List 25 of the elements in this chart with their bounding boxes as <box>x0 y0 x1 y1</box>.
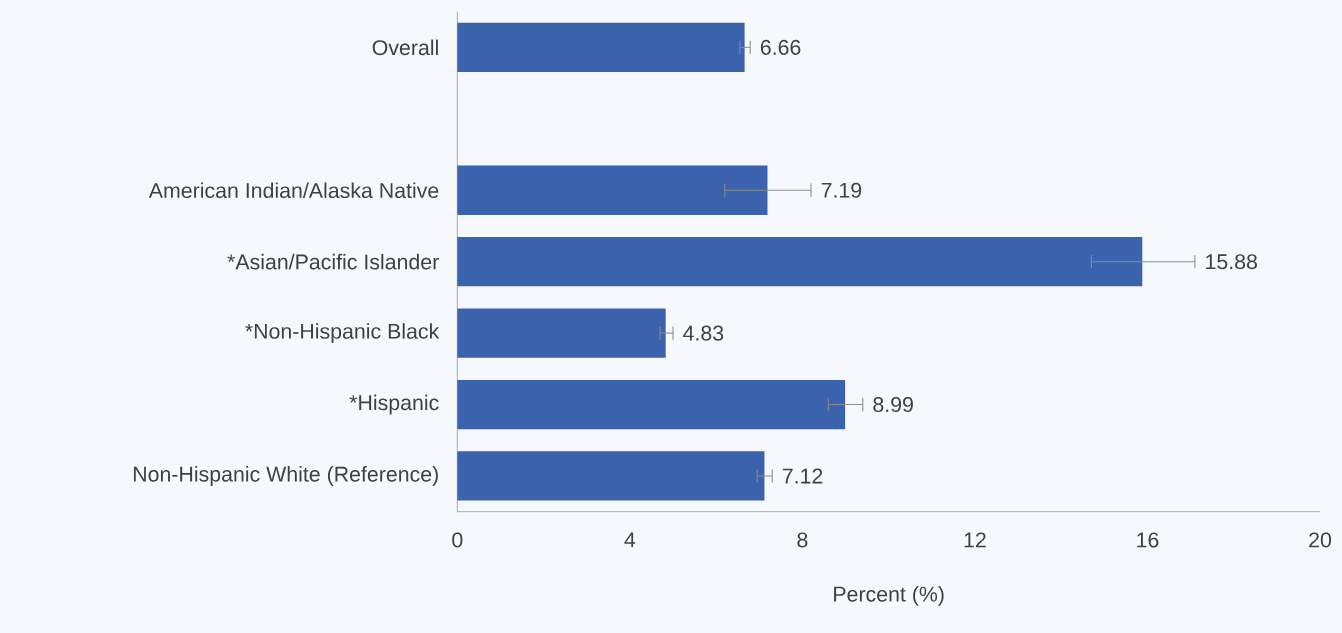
y-tick-label: American Indian/Alaska Native <box>148 182 439 199</box>
bar <box>457 22 745 73</box>
x-tick-label: 16 <box>1137 532 1159 548</box>
data-label: 7.19 <box>821 182 862 198</box>
data-label: 8.99 <box>873 396 913 413</box>
x-tick-label: 4 <box>624 532 636 548</box>
data-label: 7.12 <box>782 468 823 484</box>
y-tick-label: Non-Hispanic White (Reference) <box>133 466 438 486</box>
x-axis-title: Percent (%) <box>834 585 944 606</box>
data-label: 6.66 <box>760 39 801 55</box>
bar <box>457 165 768 215</box>
x-tick-label: 12 <box>964 532 986 548</box>
data-label: 15.88 <box>1206 254 1257 270</box>
data-label: 4.83 <box>683 325 724 341</box>
bar <box>457 451 765 501</box>
bar <box>457 308 666 358</box>
y-tick-label: Overall <box>372 39 438 56</box>
y-tick-label: *Non-Hispanic Black <box>245 323 440 344</box>
bar <box>457 237 1143 287</box>
y-tick-label: *Asian/Pacific Islander <box>227 253 439 270</box>
y-tick-label: *Hispanic <box>349 394 439 415</box>
x-tick-label: 20 <box>1309 532 1332 548</box>
x-tick-label: 8 <box>797 532 808 548</box>
bar <box>457 379 846 430</box>
x-tick-label: 0 <box>452 532 463 548</box>
